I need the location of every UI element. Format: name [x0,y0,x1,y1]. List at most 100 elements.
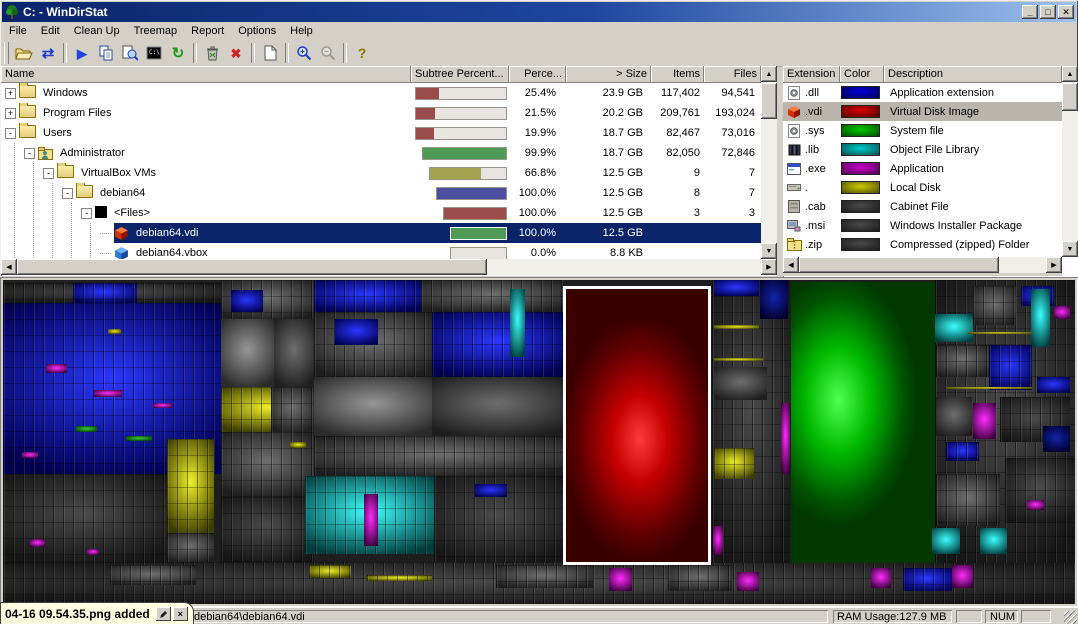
treemap-block[interactable] [3,474,168,562]
extension-row-[interactable]: . Local Disk [783,178,1062,197]
extension-row-msi[interactable]: .msi Windows Installer Package [783,216,1062,235]
treemap-block[interactable] [421,280,563,313]
treemap-block[interactable] [1053,305,1070,319]
treemap-block[interactable] [713,357,764,361]
tree-vertical-scrollbar[interactable]: ▲ ▼ [761,66,777,259]
tree-row-users[interactable]: - Users 19.9% 18.7 GB 82,467 73,016 [1,123,761,143]
treemap-block[interactable] [713,325,759,330]
menu-item-file[interactable]: File [9,25,27,37]
tree-row-virtualboxvms[interactable]: - VirtualBox VMs 66.8% 12.5 GB 9 7 [1,163,761,183]
treemap-block[interactable] [72,283,137,303]
treemap-block[interactable] [1026,500,1044,511]
treemap-block[interactable] [935,396,973,436]
collapse-minus-box[interactable]: - [62,187,73,199]
tree-row-debian64vdi[interactable]: debian64.vdi 100.0% 12.5 GB [1,223,761,243]
treemap-block[interactable] [667,565,732,592]
treemap-block[interactable] [220,318,275,387]
scroll-thumb[interactable] [1062,83,1078,111]
column-header-size[interactable]: > Size [566,66,651,83]
treemap-block[interactable] [1005,458,1075,523]
treemap-block[interactable] [271,386,314,433]
extension-row-dll[interactable]: .dll Application extension [783,83,1062,102]
treemap-block[interactable] [946,386,1033,390]
extension-row-vdi[interactable]: .vdi Virtual Disk Image [783,102,1062,121]
treemap-block[interactable] [167,532,215,562]
treemap-block[interactable] [979,527,1008,554]
help-button[interactable]: ? [350,42,374,65]
column-header-color[interactable]: Color [840,66,884,83]
scroll-up-button[interactable]: ▲ [1062,66,1078,82]
menu-item-clean-up[interactable]: Clean Up [73,25,120,37]
extension-row-zip[interactable]: .zip Compressed (zipped) Folder [783,235,1062,254]
treemap-block[interactable] [94,390,122,398]
treemap-block[interactable] [989,344,1033,391]
treemap-block[interactable] [110,565,196,585]
scroll-thumb[interactable] [761,83,777,119]
treemap-block[interactable] [431,312,563,378]
treemap-block[interactable] [313,280,422,313]
treemap-block[interactable] [737,571,759,592]
scroll-left-button[interactable]: ◀ [783,257,799,273]
scroll-thumb[interactable] [17,259,487,275]
treemap-block[interactable] [86,548,100,556]
treemap-block[interactable] [167,438,215,533]
treemap-block[interactable] [433,476,563,562]
treemap-block[interactable] [713,448,755,479]
treemap-block[interactable] [1037,377,1070,394]
treemap-block[interactable] [973,286,1017,326]
treemap-block[interactable] [335,318,379,345]
treemap-block[interactable] [1031,289,1051,348]
tree-horizontal-scrollbar[interactable]: ◀ ▶ [1,259,777,275]
treemap-block[interactable] [932,527,961,554]
scroll-right-button[interactable]: ▶ [761,259,777,275]
zoom-in-button[interactable] [292,42,316,65]
tree-row-files[interactable]: - <Files> 100.0% 12.5 GB 3 3 [1,203,761,223]
collapse-minus-box[interactable]: - [81,207,92,219]
refresh-selected-button[interactable]: ↻ [166,42,190,65]
collapse-minus-box[interactable]: - [24,147,35,159]
treemap-block[interactable] [711,280,790,563]
extension-row-lib[interactable]: .lib Object File Library [783,140,1062,159]
open-file-button[interactable] [12,42,36,65]
treemap-block[interactable] [935,474,1000,527]
column-header-perce[interactable]: Perce... [509,66,566,83]
treemap-block[interactable] [781,403,790,475]
treemap-block[interactable] [364,493,379,546]
treemap-block[interactable] [231,289,264,313]
treemap-block[interactable] [290,442,307,449]
column-header-items[interactable]: Items [651,66,704,83]
extension-vertical-scrollbar[interactable]: ▲ ▼ [1062,66,1078,257]
treemap-block[interactable] [313,435,563,477]
treemap-block[interactable] [29,539,45,547]
treemap-block[interactable] [934,314,974,342]
menu-item-edit[interactable]: Edit [40,25,60,37]
minimize-button[interactable]: _ [1022,5,1038,19]
treemap-block[interactable] [871,568,891,588]
extension-row-cab[interactable]: .cab Cabinet File [783,197,1062,216]
treemap[interactable] [3,280,1075,604]
treemap-block[interactable] [108,328,121,334]
treemap-block[interactable] [935,344,990,378]
menu-item-options[interactable]: Options [238,25,277,37]
collapse-minus-box[interactable]: - [43,167,54,179]
treemap-block[interactable] [713,367,768,400]
treemap-block[interactable] [712,526,724,556]
treemap-block[interactable] [951,565,974,588]
tree-row-administrator[interactable]: - Administrator 99.9% 18.7 GB 82,050 72,846 [1,143,761,163]
treemap-block[interactable] [608,568,633,592]
report-button[interactable] [258,42,282,65]
zoom-out-button[interactable] [316,42,340,65]
toolbar-grip[interactable] [4,42,9,64]
delete-button[interactable]: ✖ [224,42,248,65]
scroll-up-button[interactable]: ▲ [761,66,777,82]
treemap-block[interactable] [946,442,979,462]
resize-grip[interactable] [1064,611,1077,624]
treemap-block[interactable] [153,403,173,409]
notification-close-button[interactable]: × [172,607,188,621]
scroll-right-button[interactable]: ▶ [1046,257,1062,273]
resume-button[interactable]: ▶ [70,42,94,65]
scroll-thumb[interactable] [799,257,999,273]
menu-item-treemap[interactable]: Treemap [133,25,178,37]
scroll-left-button[interactable]: ◀ [1,259,17,275]
extension-row-exe[interactable]: .exe Application [783,159,1062,178]
